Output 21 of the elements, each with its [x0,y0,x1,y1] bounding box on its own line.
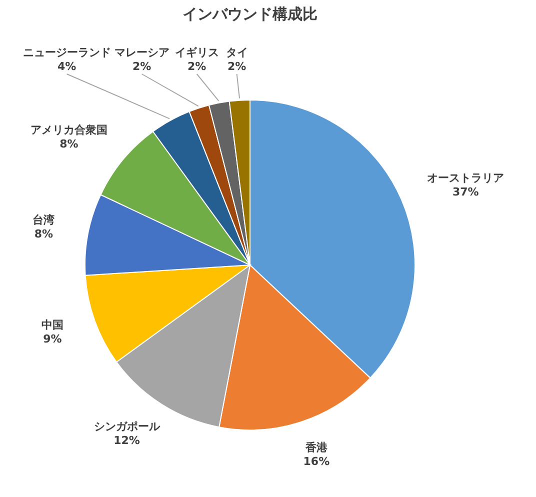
slice-label: マレーシア [114,46,170,59]
chart-title: インバウンド構成比 [182,5,318,23]
data-label: 37% [452,186,479,199]
data-label: 2% [187,60,206,73]
data-label: 2% [132,60,152,73]
slice-label: イギリス [174,46,219,59]
data-label: 12% [114,434,140,447]
slice-label: 台湾 [32,214,56,227]
slice-label: 香港 [304,441,328,454]
data-label: 2% [227,60,246,73]
data-label: 8% [60,138,78,151]
slice-label: シンガポール [94,420,161,433]
data-label: 4% [57,60,76,73]
slice-label: ニュージーランド [22,46,111,59]
slice-label: タイ [226,46,248,59]
slice-label: オーストラリア [427,172,504,185]
slice-label: アメリカ合衆国 [30,124,108,137]
slice-label: 中国 [41,318,64,332]
data-label: 16% [303,455,330,468]
data-label: 9% [43,332,62,346]
data-label: 8% [34,228,54,241]
